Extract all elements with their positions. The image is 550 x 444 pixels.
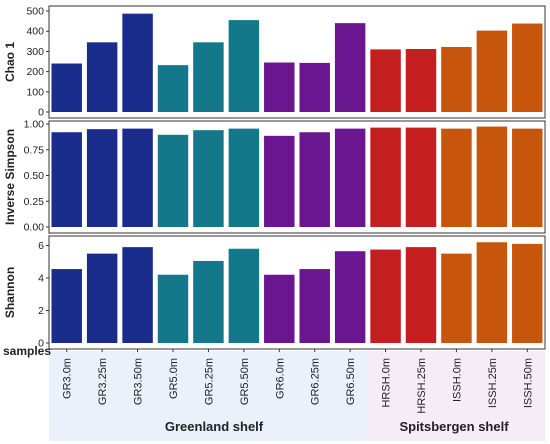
x-tick-label: HRSH.0m xyxy=(381,358,393,408)
y-tick-label: 100 xyxy=(26,86,44,98)
bar-GR5.0m xyxy=(157,134,189,227)
bar-GR6.0m xyxy=(264,274,295,343)
bar-GR3.50m xyxy=(122,247,153,344)
x-tick-label: GR5.50m xyxy=(239,358,251,405)
bar-GR6.0m xyxy=(264,135,295,227)
y-tick-label: 300 xyxy=(26,46,44,58)
panel-inverse-simpson: 0.00 0.25 0.50 0.75 1.00 Inverse Simpson xyxy=(3,119,546,234)
y-tick-label: 0 xyxy=(38,107,44,119)
x-tick-label: ISSH.0m xyxy=(451,358,463,402)
y-tick-label: 0 xyxy=(38,338,44,350)
y-tick-label: 400 xyxy=(26,26,44,38)
y-tick-label: 6 xyxy=(38,240,44,252)
bar-GR3.0m xyxy=(51,269,82,343)
bar-GR6.0m xyxy=(264,62,295,112)
y-tick-label: 4 xyxy=(38,273,44,285)
y-axis-label: Shannon xyxy=(3,267,17,318)
x-tick-label: ISSH.50m xyxy=(522,358,534,408)
bar-GR5.50m xyxy=(228,248,260,343)
chart-panels: 0 100 200 300 400 500 Chao 1 0.00 0.25 0.50 0.75 1.… xyxy=(3,5,546,350)
x-tick-label: GR5.25m xyxy=(203,358,215,405)
panel-frame xyxy=(48,235,546,350)
y-tick-label: 0.75 xyxy=(24,144,45,156)
bar-GR3.0m xyxy=(51,63,82,112)
bar-HRSH.25m xyxy=(405,247,437,344)
bar-GR3.25m xyxy=(86,253,118,344)
bar-GR3.25m xyxy=(86,42,118,112)
x-tick-label: GR6.50m xyxy=(345,358,357,405)
bar-GR5.0m xyxy=(157,274,189,343)
bar-GR6.50m xyxy=(334,23,366,112)
panel-chao-1: 0 100 200 300 400 500 Chao 1 xyxy=(3,5,546,119)
panel-frame xyxy=(48,120,546,234)
x-tick-label: ISSH.25m xyxy=(487,358,499,408)
bar-GR6.50m xyxy=(334,251,366,343)
bar-HRSH.0m xyxy=(370,127,401,227)
y-tick-label: 1.00 xyxy=(24,119,45,131)
y-tick-label: 0.25 xyxy=(24,196,45,208)
bar-GR5.25m xyxy=(193,42,224,112)
x-tick-label: HRSH.25m xyxy=(416,358,428,414)
x-axis-tick-labels: GR3.0m GR3.25m GR3.50m GR5.0m GR5.25m GR5.50m… xyxy=(62,349,534,414)
bar-ISSH.25m xyxy=(476,126,508,227)
x-tick-label: GR3.50m xyxy=(133,358,145,405)
y-tick-label: 0.00 xyxy=(24,222,45,234)
bar-ISSH.0m xyxy=(441,253,472,344)
bar-ISSH.0m xyxy=(441,46,472,112)
bar-GR5.25m xyxy=(193,130,224,227)
bar-ISSH.25m xyxy=(476,242,508,343)
y-tick-label: 200 xyxy=(26,66,44,78)
bar-GR6.50m xyxy=(334,128,366,227)
spitsbergen-band xyxy=(367,351,545,441)
bar-ISSH.0m xyxy=(441,128,472,227)
y-axis-label: Chao 1 xyxy=(3,42,17,82)
bar-HRSH.25m xyxy=(405,48,437,112)
bar-GR5.0m xyxy=(157,65,189,112)
x-tick-label: GR5.0m xyxy=(168,358,180,399)
bar-ISSH.50m xyxy=(512,23,543,112)
bar-GR3.50m xyxy=(122,13,153,112)
bar-GR6.25m xyxy=(299,132,330,227)
y-axis-label: Inverse Simpson xyxy=(3,129,17,225)
y-tick-label: 500 xyxy=(26,6,44,18)
bar-HRSH.0m xyxy=(370,249,401,343)
bar-GR5.25m xyxy=(193,260,224,343)
x-tick-label: GR3.25m xyxy=(97,358,109,405)
bar-ISSH.50m xyxy=(512,128,543,227)
bar-GR5.50m xyxy=(228,128,260,227)
panel-shannon: 0 2 4 6 Shannon xyxy=(3,235,546,350)
y-tick-label: 0.50 xyxy=(24,170,45,182)
x-tick-label: GR6.0m xyxy=(274,358,286,399)
bar-ISSH.50m xyxy=(512,243,543,344)
bar-GR3.50m xyxy=(122,128,153,227)
bar-ISSH.25m xyxy=(476,30,508,112)
bar-GR3.25m xyxy=(86,129,118,227)
group-label-greenland: Greenland shelf xyxy=(165,419,264,434)
x-tick-label: GR6.25m xyxy=(310,358,322,405)
x-tick-label: GR3.0m xyxy=(62,358,74,399)
greenland-band xyxy=(49,351,368,441)
group-label-spitsbergen: Spitsbergen shelf xyxy=(399,419,509,434)
bar-HRSH.25m xyxy=(405,127,437,227)
bar-GR6.25m xyxy=(299,62,330,112)
bar-HRSH.0m xyxy=(370,49,401,112)
bar-GR6.25m xyxy=(299,269,330,343)
group-bands xyxy=(49,351,545,441)
y-tick-label: 2 xyxy=(38,305,44,317)
x-axis-label: samples xyxy=(3,344,51,358)
panel-frame xyxy=(48,5,546,119)
bar-GR5.50m xyxy=(228,20,260,112)
bar-GR3.0m xyxy=(51,132,82,227)
